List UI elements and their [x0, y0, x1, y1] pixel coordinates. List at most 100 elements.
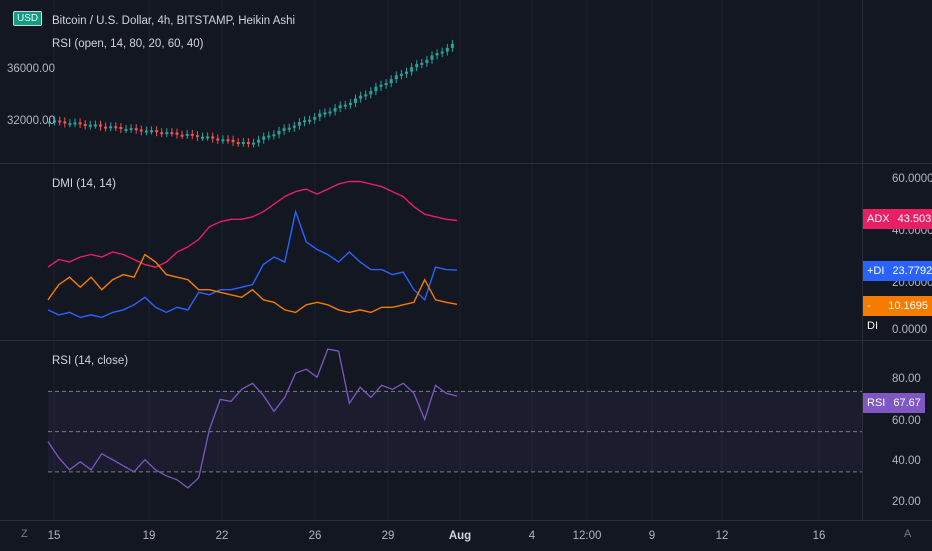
candle — [333, 108, 337, 112]
candle — [282, 128, 286, 131]
candle — [430, 55, 434, 60]
candle — [348, 102, 352, 105]
candle — [73, 122, 77, 125]
candle — [206, 136, 210, 139]
candle — [88, 124, 92, 127]
candle — [450, 43, 454, 48]
candle — [83, 124, 87, 127]
candle — [308, 119, 312, 122]
dmi-chart — [47, 164, 820, 339]
price-tick-36000: 36000.00 — [7, 63, 55, 75]
time-axis[interactable]: Z 15 19 22 26 29 Aug 4 12:00 9 12 16 A — [0, 520, 932, 551]
series-line--di — [47, 253, 458, 314]
candle — [114, 126, 118, 129]
candle — [139, 129, 143, 132]
rsi-chart — [47, 341, 862, 520]
candle — [328, 111, 332, 114]
candle — [343, 104, 347, 107]
candle — [389, 79, 393, 84]
time-label: 29 — [381, 530, 395, 542]
candle — [216, 138, 220, 141]
candle — [201, 136, 204, 139]
candle — [410, 67, 414, 72]
rsi-tag-label: RSI — [867, 397, 886, 409]
pane-divider[interactable] — [0, 163, 932, 164]
candle — [195, 135, 199, 138]
candle — [231, 139, 235, 143]
adx-tag-label: ADX — [867, 213, 890, 225]
candle — [287, 127, 291, 130]
time-label: 19 — [142, 530, 156, 542]
candle — [180, 134, 184, 137]
minus-di-value-tag: -DI 10.1695 — [863, 296, 932, 332]
candle — [425, 59, 429, 63]
price-scale[interactable] — [862, 0, 932, 520]
candle — [262, 136, 266, 140]
candle — [190, 133, 194, 136]
candle — [405, 71, 408, 74]
candle — [134, 128, 138, 131]
rsi-tick-80: 80.00 — [892, 373, 921, 385]
dmi-legend[interactable]: DMI (14, 14) — [52, 178, 116, 190]
indicator-legend[interactable]: RSI (open, 14, 80, 20, 60, 40) — [52, 38, 204, 50]
minus-di-tag-value: 10.1695 — [888, 300, 928, 312]
time-label: 26 — [308, 530, 322, 542]
candle — [435, 53, 439, 56]
candle — [440, 51, 444, 54]
rsi-value-tag: RSI 67.67 — [863, 393, 925, 413]
time-label: 9 — [648, 530, 656, 542]
time-label: 12:00 — [572, 530, 602, 542]
candle — [399, 73, 403, 76]
candle — [415, 64, 419, 68]
candle — [48, 121, 51, 124]
series-line-adx — [47, 180, 458, 268]
time-label: 22 — [215, 530, 229, 542]
candle — [303, 120, 306, 123]
price-pane[interactable] — [0, 0, 862, 163]
candle — [175, 132, 179, 135]
candle — [236, 142, 240, 145]
rsi-pane[interactable] — [0, 341, 862, 520]
candle — [384, 83, 388, 86]
auto-scale-icon[interactable]: A — [904, 528, 912, 540]
candle — [150, 130, 153, 133]
candle — [53, 120, 57, 123]
plus-di-tag-value: 23.7792 — [892, 265, 932, 277]
candle — [124, 128, 128, 131]
rsi-tag-value: 67.67 — [893, 397, 921, 409]
rsi-legend[interactable]: RSI (14, close) — [52, 355, 129, 367]
rsi-tick-20: 20.00 — [892, 496, 921, 508]
candle — [221, 139, 225, 142]
series-line-+di — [47, 209, 458, 319]
candle — [63, 121, 67, 124]
candle — [394, 75, 398, 80]
candles-chart — [48, 0, 820, 163]
series-line-rsi — [47, 348, 458, 489]
candle — [379, 84, 383, 87]
candle — [369, 91, 373, 95]
candle — [323, 112, 327, 115]
adx-tag-value: 43.5032 — [897, 213, 932, 225]
dmi-tick-60: 60.0000 — [892, 173, 932, 185]
time-label: 15 — [47, 530, 61, 542]
currency-badge[interactable]: USD — [13, 11, 43, 26]
candle — [267, 135, 271, 138]
candle — [374, 86, 378, 92]
pane-divider[interactable] — [0, 340, 932, 341]
candle — [313, 116, 317, 120]
candle — [185, 133, 189, 136]
chart-title[interactable]: Bitcoin / U.S. Dollar, 4h, BITSTAMP, Hei… — [52, 15, 296, 27]
candle — [155, 130, 159, 133]
candle — [246, 142, 250, 145]
dmi-pane[interactable] — [0, 164, 862, 339]
zoom-icon[interactable]: Z — [21, 528, 28, 540]
plus-di-tag-label: +DI — [867, 265, 885, 277]
candle — [109, 126, 113, 129]
candle — [277, 130, 281, 135]
time-label: Aug — [448, 530, 472, 542]
candle — [119, 126, 123, 130]
candle — [257, 139, 261, 143]
candle — [211, 136, 215, 139]
time-label: 16 — [812, 530, 826, 542]
rsi-tick-60: 60.00 — [892, 415, 921, 427]
